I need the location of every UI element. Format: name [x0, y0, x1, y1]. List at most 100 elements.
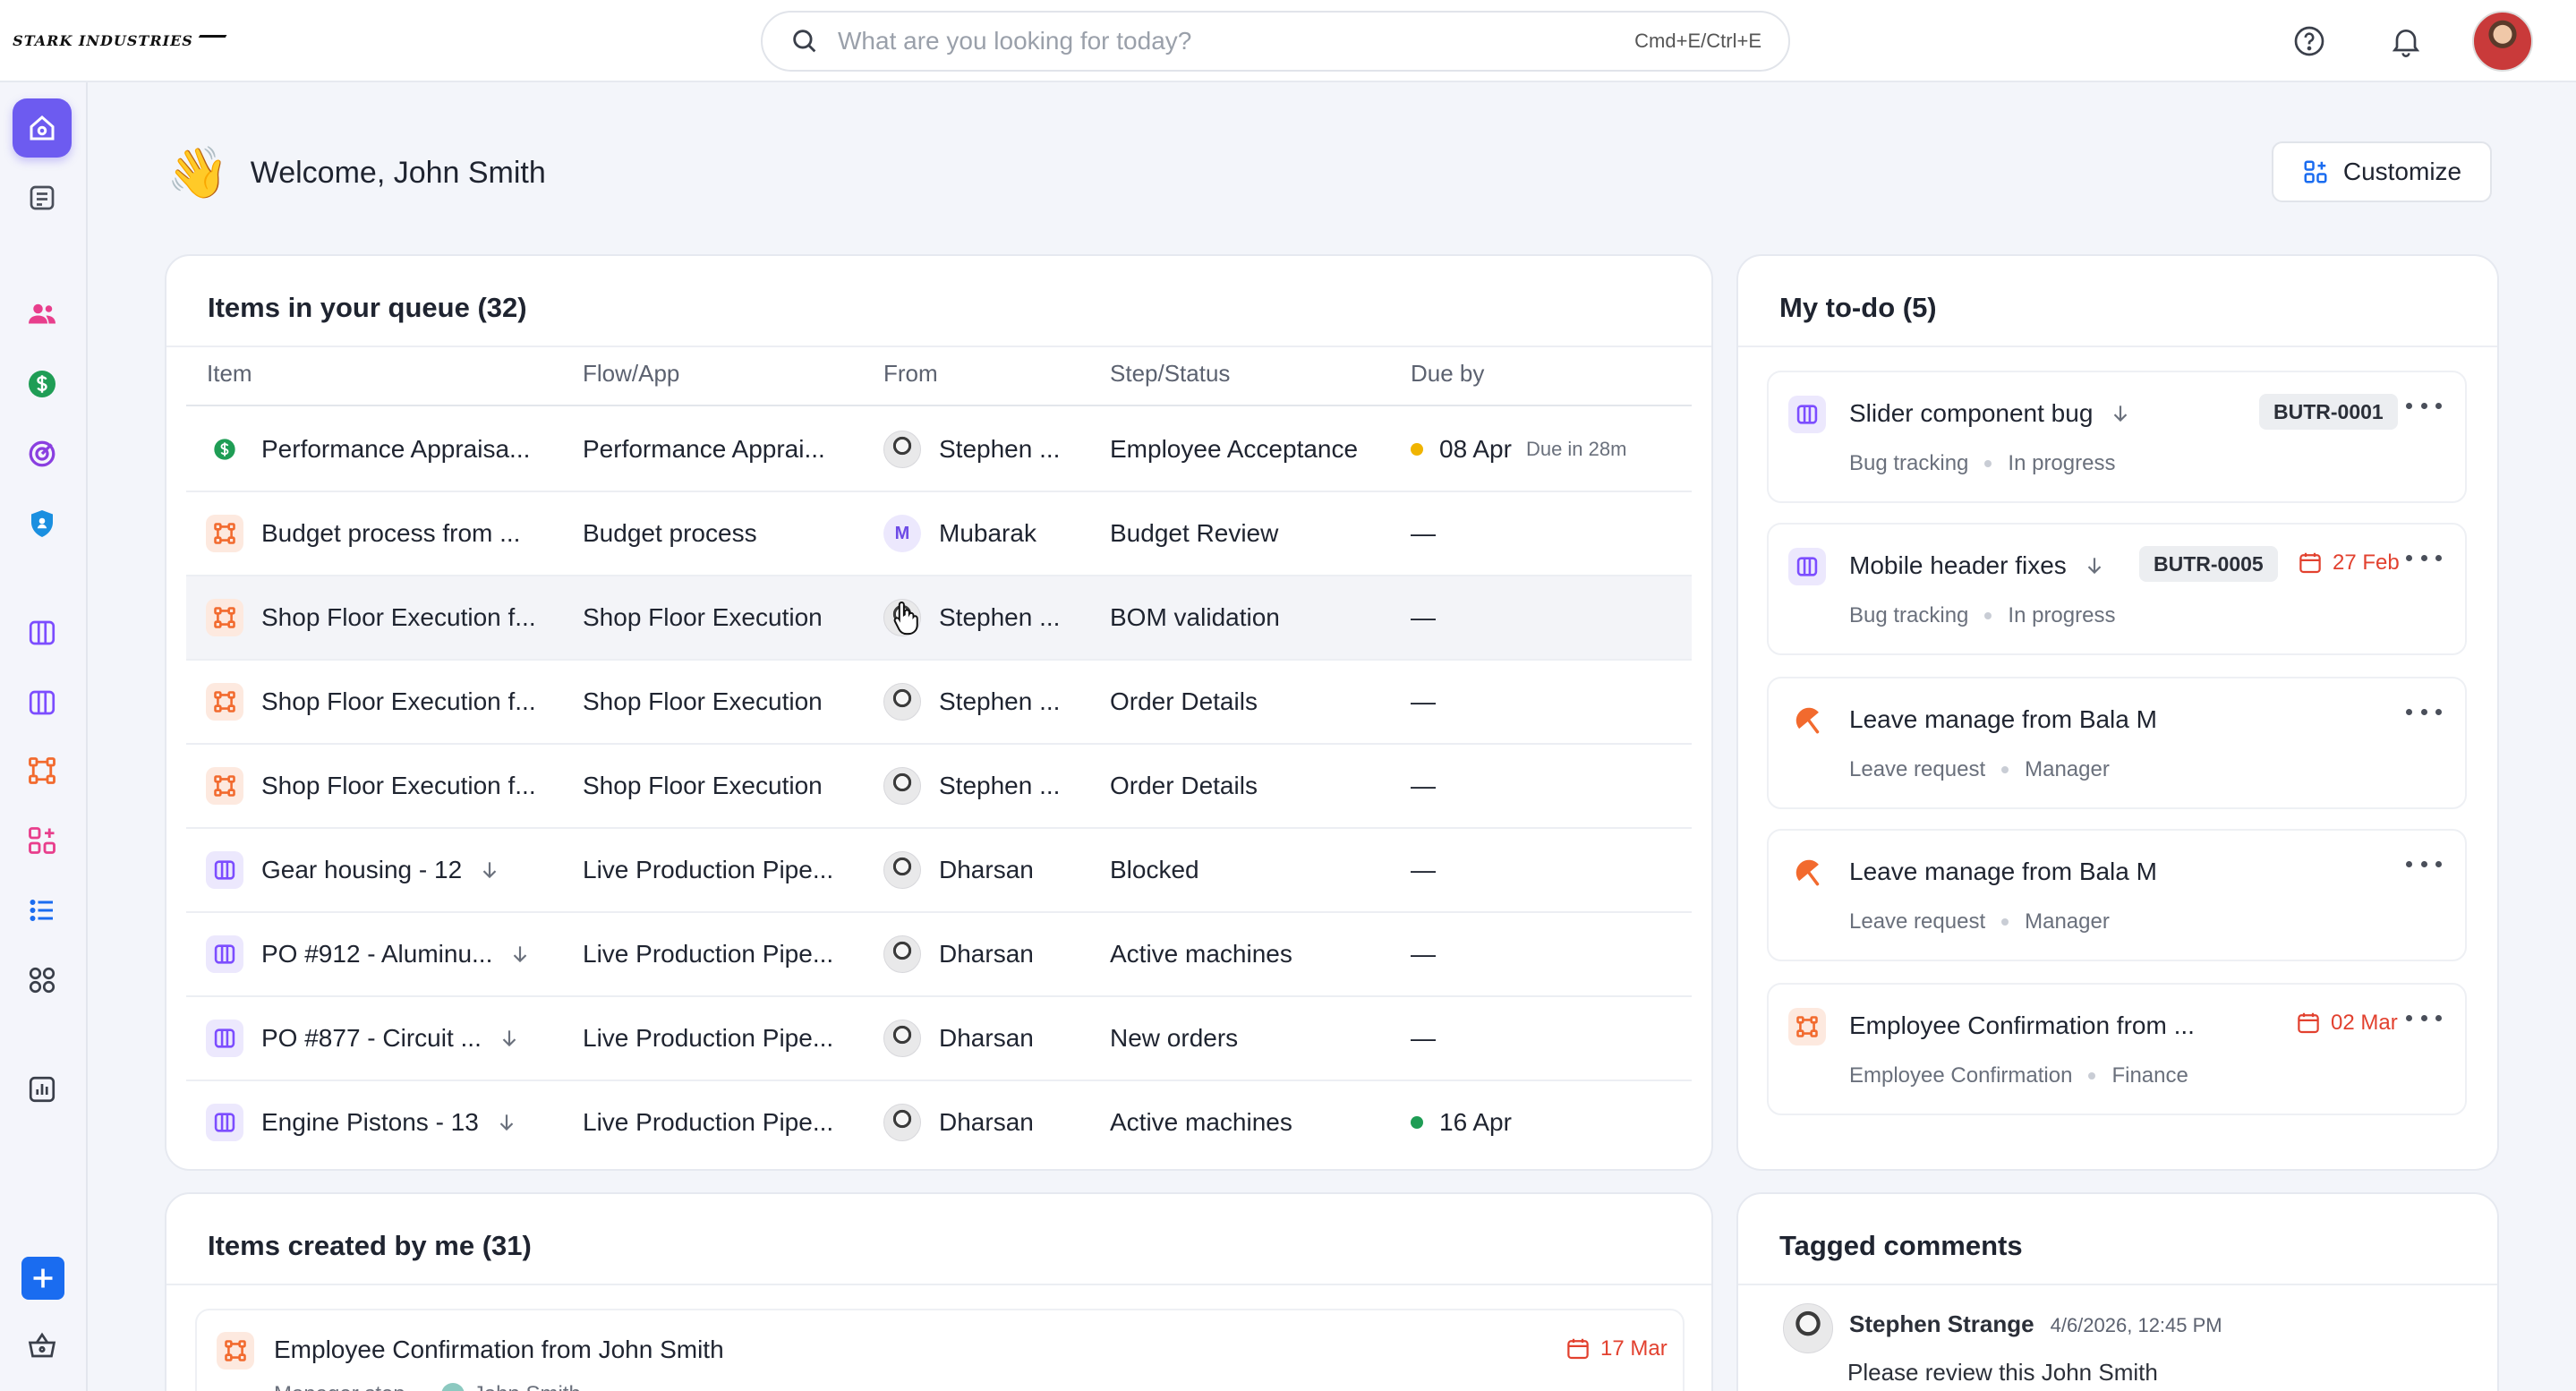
table-row[interactable]: PO #912 - Aluminu... Live Production Pip…: [186, 913, 1692, 997]
more-options-icon[interactable]: [2406, 698, 2442, 725]
table-row[interactable]: Engine Pistons - 13 Live Production Pipe…: [186, 1081, 1692, 1165]
table-row[interactable]: Budget process from ... Budget process M…: [186, 492, 1692, 576]
flow-app-name: Live Production Pipe...: [583, 1108, 834, 1136]
from-cell: Dharsan: [883, 829, 1034, 911]
board-icon: [206, 1020, 243, 1057]
table-row[interactable]: Shop Floor Execution f... Shop Floor Exe…: [186, 661, 1692, 745]
todo-title: My to-do (5): [1779, 292, 1937, 323]
todo-subline: Leave request Manager: [1849, 757, 2110, 782]
table-row[interactable]: PO #877 - Circuit ... Live Production Pi…: [186, 997, 1692, 1081]
table-row[interactable]: Shop Floor Execution f... Shop Floor Exe…: [186, 745, 1692, 829]
bell-icon[interactable]: [2386, 21, 2426, 61]
calendar-icon: [1567, 1338, 1589, 1360]
comment-header: Stephen Strange 4/6/2026, 12:45 PM: [1849, 1310, 2222, 1338]
due-date: 16 Apr: [1439, 1108, 1512, 1136]
sidebar-grid-icon[interactable]: [13, 951, 72, 1010]
sidebar-list-icon[interactable]: [13, 881, 72, 940]
wave-emoji-icon: 👋: [166, 144, 229, 201]
workflow-icon: [206, 683, 243, 721]
todo-title-row: Employee Confirmation from ...: [1849, 1011, 2195, 1040]
due-cell: 16 Apr: [1411, 1081, 1512, 1164]
sidebar-board-icon-2[interactable]: [13, 673, 72, 732]
sidebar-shield-icon[interactable]: [13, 494, 72, 553]
todo-step: In progress: [2008, 451, 2116, 475]
due-date: —: [1411, 603, 1436, 631]
column-header-item[interactable]: Item: [207, 360, 252, 387]
sidebar-target-icon[interactable]: [13, 424, 72, 483]
welcome-header: 👋 Welcome, John Smith: [166, 141, 546, 204]
workflow-icon: [1788, 1008, 1826, 1045]
from-name: Dharsan: [939, 940, 1034, 968]
created-item-title: Employee Confirmation from John Smith: [274, 1336, 724, 1363]
item-cell: Performance Appraisa...: [206, 408, 530, 491]
created-user: John Smith: [473, 1382, 581, 1391]
avatar: [883, 431, 921, 468]
table-row[interactable]: Performance Appraisa... Performance Appr…: [186, 408, 1692, 492]
sidebar-chart-icon[interactable]: [13, 1060, 72, 1119]
sidebar-dollar-icon[interactable]: [13, 354, 72, 414]
from-cell: Stephen ...: [883, 576, 1060, 659]
todo-item[interactable]: Employee Confirmation from ... 02 Mar Em…: [1767, 983, 2467, 1115]
board-icon: [206, 851, 243, 889]
status-text: New orders: [1110, 1024, 1239, 1052]
todo-title-row: Leave manage from Bala M: [1849, 705, 2157, 734]
todo-item[interactable]: Slider component bug BUTR-0001 Bug track…: [1767, 371, 2467, 503]
created-item[interactable]: Employee Confirmation from John Smith 17…: [195, 1309, 1685, 1391]
arrow-down-icon: [2109, 402, 2132, 425]
item-name: Performance Appraisa...: [261, 435, 531, 463]
sidebar-board-icon[interactable]: [13, 603, 72, 662]
sidebar-users-icon[interactable]: [13, 285, 72, 344]
todo-item-title: Mobile header fixes: [1849, 551, 2067, 579]
sidebar-workflow-icon[interactable]: [13, 741, 72, 800]
item-cell: Engine Pistons - 13: [206, 1081, 518, 1164]
sidebar-plus-icon[interactable]: [21, 1257, 64, 1300]
table-row[interactable]: Shop Floor Execution f... Shop Floor Exe…: [186, 576, 1692, 661]
company-logo[interactable]: STARK INDUSTRIES: [0, 0, 236, 81]
search-bar[interactable]: Cmd+E/Ctrl+E: [761, 11, 1790, 72]
more-options-icon[interactable]: [2406, 850, 2442, 877]
customize-button[interactable]: Customize: [2272, 141, 2492, 202]
todo-divider: [1738, 346, 2497, 347]
todo-item[interactable]: Mobile header fixes BUTR-0005 27 Feb Bug…: [1767, 523, 2467, 655]
from-name: Dharsan: [939, 1108, 1034, 1136]
user-avatar[interactable]: [2472, 11, 2533, 72]
sidebar-home-icon[interactable]: [13, 98, 72, 158]
status-text: Active machines: [1110, 1108, 1292, 1136]
table-row[interactable]: Gear housing - 12 Live Production Pipe..…: [186, 829, 1692, 913]
todo-item[interactable]: Leave manage from Bala M Leave request M…: [1767, 829, 2467, 961]
comments-card: Tagged comments: [1736, 1192, 2499, 1391]
from-name: Mubarak: [939, 519, 1036, 547]
more-options-icon[interactable]: [2406, 392, 2442, 419]
due-status-dot: [1411, 443, 1423, 456]
item-cell: PO #877 - Circuit ...: [206, 997, 521, 1080]
flow-app-name: Shop Floor Execution: [583, 772, 823, 799]
calendar-icon: [2298, 1012, 2319, 1034]
column-header-flow-app[interactable]: Flow/App: [583, 360, 680, 387]
column-header-due-by[interactable]: Due by: [1411, 360, 1485, 387]
status-text: Order Details: [1110, 772, 1258, 799]
due-date-text: 27 Feb: [2333, 550, 2400, 575]
avatar: [440, 1383, 465, 1391]
help-icon[interactable]: [2290, 21, 2329, 61]
from-cell: Stephen ...: [883, 661, 1060, 743]
sidebar-notes-icon[interactable]: [13, 168, 72, 227]
ticket-tag: BUTR-0005: [2139, 546, 2278, 582]
status-text: Blocked: [1110, 856, 1199, 883]
comments-divider: [1738, 1284, 2497, 1285]
queue-divider: [166, 346, 1711, 347]
column-header-step-status[interactable]: Step/Status: [1110, 360, 1231, 387]
sidebar-apps-add-icon[interactable]: [13, 811, 72, 870]
ticket-tag: BUTR-0001: [2259, 394, 2398, 430]
board-icon: [1788, 548, 1826, 585]
column-header-from[interactable]: From: [883, 360, 938, 387]
more-options-icon[interactable]: [2406, 1004, 2442, 1031]
avatar: M: [883, 515, 921, 552]
from-name: Stephen ...: [939, 603, 1061, 631]
todo-item[interactable]: Leave manage from Bala M Leave request M…: [1767, 677, 2467, 809]
due-date: —: [1411, 687, 1436, 715]
search-input[interactable]: [838, 27, 1635, 55]
more-options-icon[interactable]: [2406, 544, 2442, 571]
sidebar-basket-icon[interactable]: [13, 1316, 72, 1375]
comment-author[interactable]: Stephen Strange: [1849, 1310, 2034, 1337]
status-text: BOM validation: [1110, 603, 1280, 631]
